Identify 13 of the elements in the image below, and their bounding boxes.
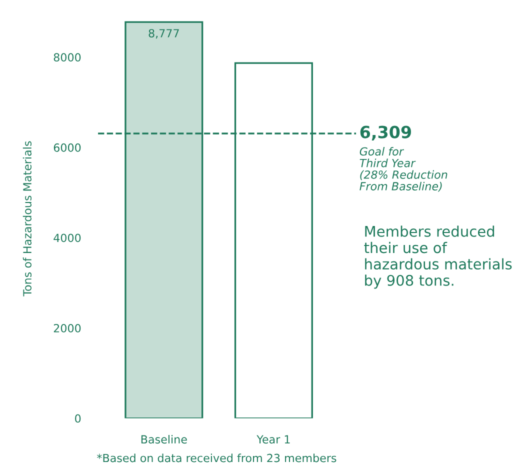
text: *Based on data received from 23 members <box>97 454 336 462</box>
data-label: 8,777 <box>148 29 179 39</box>
ref-line-label: 6,309 <box>360 126 411 140</box>
y-tick-label: 2000 <box>54 324 81 332</box>
x-tick-label: Baseline <box>141 434 187 444</box>
x-tick-label: Year 1 <box>256 435 290 444</box>
y-tick-label: 8000 <box>54 53 81 62</box>
y-tick-label: 6000 <box>54 143 81 152</box>
y-tick-label: 0 <box>75 414 81 423</box>
text: Goal for Third Year (28% Reduction From Baseline) <box>360 147 448 192</box>
y-tick-label: 4000 <box>54 234 81 242</box>
text: Members reduced their use of hazardous materials by 908 tons. <box>364 226 512 289</box>
y-axis-title: Tons of Hazardous Materials <box>22 141 32 296</box>
